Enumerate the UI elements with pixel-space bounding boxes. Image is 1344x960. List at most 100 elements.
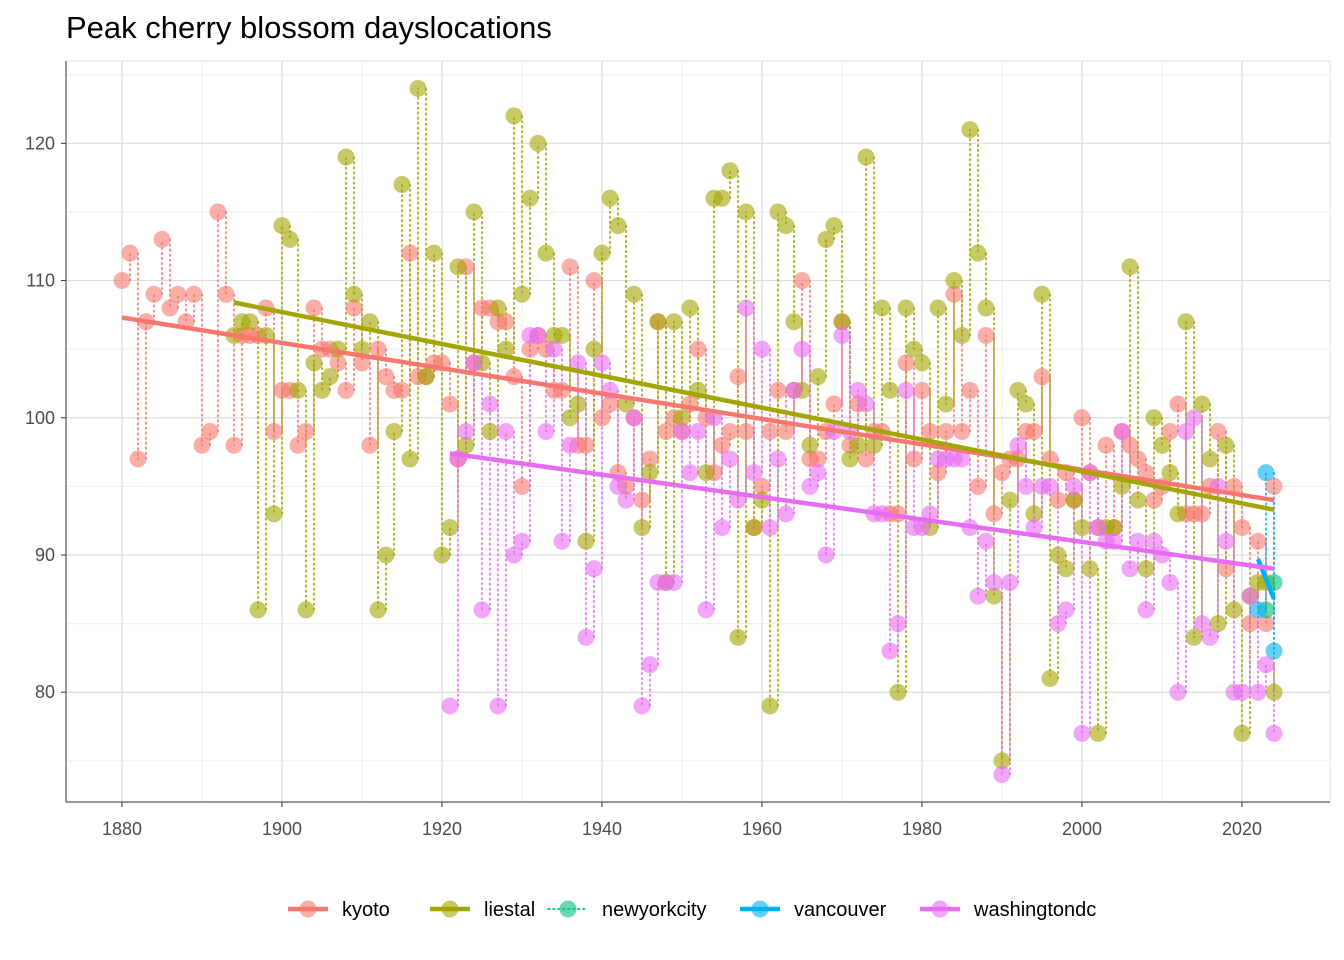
point-liestal [465,203,483,221]
point-liestal [1201,450,1219,468]
point-liestal [777,217,795,235]
point-liestal [945,272,963,290]
point-washingtondc [1057,601,1075,619]
point-liestal [1121,258,1139,276]
point-liestal [1177,313,1195,331]
point-washingtondc [1009,436,1027,454]
point-liestal [513,285,531,303]
point-washingtondc [585,560,603,578]
point-kyoto [345,299,363,317]
point-kyoto [521,340,539,358]
point-washingtondc [1185,409,1203,427]
point-kyoto [1265,477,1283,495]
point-kyoto [289,436,307,454]
legend-item-newyorkcity: newyorkcity [547,899,706,921]
point-liestal [697,464,715,482]
point-kyoto [145,285,163,303]
point-washingtondc [1121,560,1139,578]
point-washingtondc [1089,519,1107,537]
y-tick-label: 100 [25,408,55,428]
point-washingtondc [985,573,1003,591]
point-liestal [969,244,987,262]
point-washingtondc [857,395,875,413]
point-kyoto [1025,423,1043,440]
legend-item-liestal: liestal [430,899,535,921]
point-kyoto [1073,409,1091,427]
point-liestal [537,244,555,262]
point-kyoto [977,326,995,344]
point-kyoto [961,381,979,399]
point-liestal [345,285,363,303]
point-liestal [529,134,547,152]
point-washingtondc [641,656,659,674]
point-washingtondc [1249,683,1267,701]
point-washingtondc [473,601,491,619]
point-liestal [457,436,475,454]
point-liestal [641,464,659,482]
point-liestal [961,121,979,139]
point-washingtondc [1201,628,1219,646]
point-washingtondc [1177,423,1195,440]
point-liestal [993,752,1011,770]
point-liestal [1081,560,1099,578]
point-liestal [377,546,395,564]
point-kyoto [577,436,595,454]
point-liestal [857,148,875,166]
point-liestal [433,546,451,564]
point-washingtondc [553,532,571,550]
point-kyoto [793,272,811,290]
x-tick-label: 1900 [262,819,302,839]
point-liestal [721,162,739,180]
point-liestal [761,697,779,715]
point-washingtondc [545,340,563,358]
point-kyoto [1233,519,1251,537]
point-liestal [297,601,315,619]
point-liestal [841,450,859,468]
point-washingtondc [1193,615,1211,633]
point-liestal [337,148,355,166]
point-vancouver [1257,464,1275,482]
point-liestal [561,409,579,427]
point-kyoto [1225,477,1243,495]
point-liestal [585,340,603,358]
point-kyoto [937,423,955,440]
point-kyoto [929,464,947,482]
point-kyoto [1049,491,1067,509]
point-kyoto [729,368,747,386]
point-liestal [745,519,763,537]
trend-line-liestal [233,300,1275,512]
point-liestal [1265,683,1283,701]
point-kyoto [401,244,419,262]
point-liestal [1217,436,1235,454]
point-kyoto [153,230,171,248]
point-kyoto [1241,615,1259,633]
y-tick-label: 120 [25,133,55,153]
point-kyoto [809,450,827,468]
point-liestal [673,409,691,427]
point-washingtondc [633,697,651,715]
point-kyoto [129,450,147,468]
point-liestal [1041,670,1059,687]
point-vancouver [1265,642,1283,660]
point-liestal [481,423,499,440]
point-kyoto [1145,491,1163,509]
point-washingtondc [1041,477,1059,495]
point-kyoto [1121,436,1139,454]
point-washingtondc [665,573,683,591]
point-liestal [817,230,835,248]
point-kyoto [1169,395,1187,413]
chart-title: Peak cherry blossom dayslocations [66,10,552,45]
point-washingtondc [1233,683,1251,701]
point-washingtondc [1001,573,1019,591]
point-liestal [1009,381,1027,399]
legend-label: kyoto [342,899,390,921]
point-kyoto [297,423,315,440]
point-liestal [593,244,611,262]
point-liestal [393,176,411,193]
point-liestal [681,299,699,317]
point-washingtondc [457,423,475,440]
point-washingtondc [1265,724,1283,742]
point-kyoto [497,313,515,331]
point-liestal [361,313,379,331]
point-washingtondc [625,409,643,427]
